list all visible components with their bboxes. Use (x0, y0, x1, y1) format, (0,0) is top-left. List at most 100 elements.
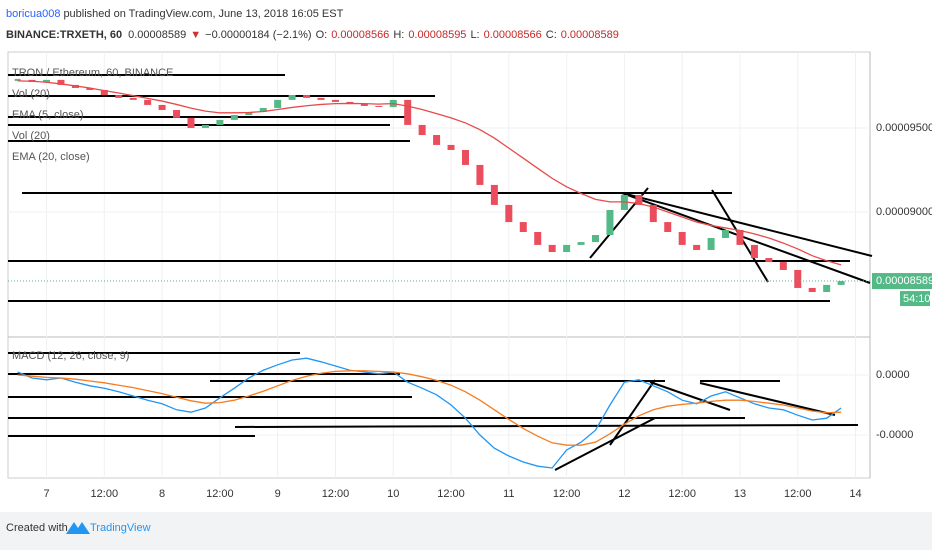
candle (274, 99, 282, 108)
candle (201, 124, 209, 128)
candle (433, 135, 441, 145)
candle (144, 99, 152, 105)
x-tick-label: 12:00 (206, 488, 234, 500)
candle (823, 284, 831, 292)
candle (678, 231, 686, 245)
candle (649, 204, 657, 223)
x-tick-label: 12:00 (91, 488, 119, 500)
candle (808, 287, 816, 292)
trend-line (699, 382, 836, 416)
y-tick-label: 0.00009500 (876, 122, 932, 134)
candle (43, 79, 51, 82)
candle (129, 97, 137, 100)
candle (779, 262, 787, 270)
header-field: 0.00008589 (128, 29, 186, 41)
candle (534, 231, 542, 245)
x-tick-label: 14 (849, 488, 861, 500)
candle (360, 103, 368, 106)
trend-line (621, 192, 873, 257)
header-field: ▼ (190, 29, 201, 41)
indicator-label: EMA (20, close) (12, 151, 90, 163)
x-tick-label: 12:00 (553, 488, 581, 500)
candle (317, 97, 325, 100)
trend-line (621, 192, 871, 284)
x-tick-label: 13 (734, 488, 746, 500)
trend-line (554, 417, 656, 471)
x-tick-label: 12 (618, 488, 630, 500)
indicator-label: Vol (20) (12, 88, 50, 100)
header-field: O: (316, 29, 328, 41)
candle (563, 244, 571, 252)
candle (505, 204, 513, 223)
x-tick-label: 12:00 (784, 488, 812, 500)
author[interactable]: boricua008 (6, 8, 60, 20)
candle (664, 222, 672, 232)
candle (693, 244, 701, 250)
logo (66, 522, 90, 534)
x-tick-label: 12:00 (322, 488, 350, 500)
candle (750, 244, 758, 259)
candle (57, 79, 65, 85)
candle (577, 242, 585, 245)
candle (230, 115, 238, 120)
y-tick-label: -0.0000 (876, 429, 913, 441)
candle (447, 144, 455, 150)
candle (303, 95, 311, 98)
x-tick-label: 7 (43, 488, 49, 500)
footer-created: Created with (6, 522, 68, 534)
published: published on TradingView.com, June 13, 2… (63, 8, 343, 20)
candle (173, 109, 181, 118)
symbol: BINANCE:TRXETH, 60 (6, 29, 122, 41)
candle (375, 105, 383, 107)
header-field: 0.00008566 (331, 29, 389, 41)
candle (418, 124, 426, 136)
macd-line (17, 370, 842, 446)
candle (490, 184, 498, 205)
candle (404, 99, 412, 125)
y-tick-label: 0.00009000 (876, 206, 932, 218)
x-tick-label: 9 (275, 488, 281, 500)
candle (794, 269, 802, 288)
candle (259, 107, 267, 112)
header-field: 0.00008566 (484, 29, 542, 41)
macd-line (17, 357, 842, 469)
x-tick-label: 12:00 (437, 488, 465, 500)
indicator-label: EMA (5, close) (12, 109, 84, 121)
trend-line (234, 424, 859, 428)
candle (548, 244, 556, 252)
indicator-label: Vol (20) (12, 130, 50, 142)
candle (722, 229, 730, 239)
candle (288, 95, 296, 100)
candle (592, 235, 600, 243)
candle (707, 238, 715, 250)
header-field: L: (470, 29, 479, 41)
x-tick-label: 12:00 (668, 488, 696, 500)
header-field: 0.00008589 (561, 29, 619, 41)
candle (736, 229, 744, 245)
candle (187, 117, 195, 128)
candle (115, 95, 123, 98)
candle (331, 99, 339, 102)
macd-title: MACD (12, 26, close, 9) (12, 350, 129, 362)
indicator-label: TRON / Ethereum, 60, BINANCE (12, 67, 173, 79)
header-field: −0.00000184 (−2.1%) (205, 29, 311, 41)
x-tick-label: 10 (387, 488, 399, 500)
y-tick-label: 0.0000 (876, 369, 910, 381)
footer-brand[interactable]: TradingView (90, 522, 151, 534)
candle (86, 87, 94, 90)
countdown: 54:10 (903, 293, 931, 305)
candle (765, 258, 773, 263)
footer-bar (0, 512, 932, 550)
x-tick-label: 8 (159, 488, 165, 500)
x-tick-label: 11 (503, 488, 514, 500)
last-price-badge (872, 273, 932, 290)
trend-line (649, 381, 731, 411)
candle (635, 195, 643, 205)
drawings (8, 74, 873, 471)
trend-line (609, 379, 656, 446)
candle (100, 89, 108, 96)
candle (245, 111, 253, 116)
